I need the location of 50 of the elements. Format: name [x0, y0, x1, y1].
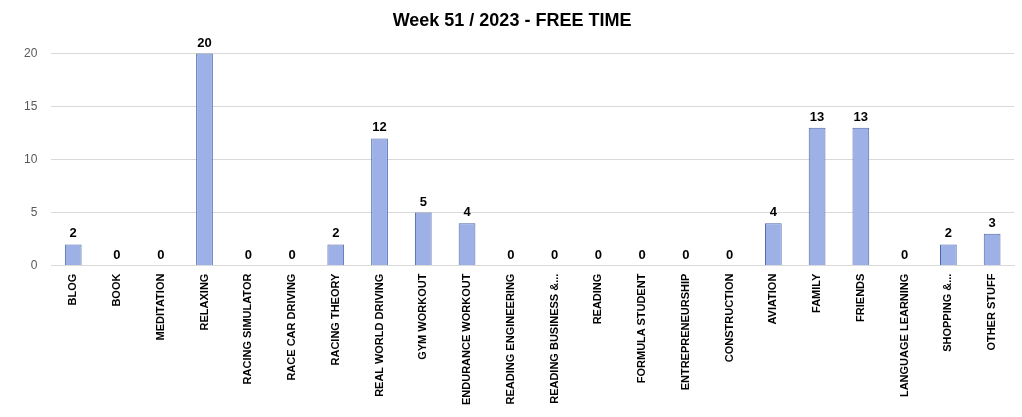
x-tick-label: BOOK [110, 273, 123, 307]
data-label: 0 [900, 246, 909, 262]
y-tick-label: 20 [23, 45, 38, 60]
data-label: 0 [288, 246, 296, 262]
data-label: 0 [550, 246, 559, 262]
x-tick-label: RACING SIMULATOR [241, 273, 254, 385]
y-tick-label: 5 [30, 204, 38, 219]
data-label: 3 [988, 214, 996, 230]
data-label: 0 [594, 246, 602, 262]
data-label: 12 [372, 119, 387, 135]
chart-title: Week 51 / 2023 - FREE TIME [392, 9, 632, 30]
data-label: 0 [244, 246, 252, 262]
x-tick-label: RACING THEORY [328, 272, 341, 366]
x-tick-label: OTHER STUFF [985, 273, 998, 351]
x-tick-label: READING BUSINESS &... [547, 273, 560, 404]
data-label: 20 [197, 34, 212, 50]
x-tick-label: CONSTRUCTION [722, 273, 735, 363]
data-label: 0 [682, 246, 690, 262]
x-tick-label: SHOPPING &... [941, 273, 954, 352]
x-tick-label: ENTREPRENEURSHIP [678, 273, 691, 391]
x-tick-label: ENDURANCE WORKOUT [460, 273, 473, 406]
data-label: 0 [725, 246, 734, 262]
y-tick-label: 15 [23, 98, 38, 113]
data-label: 5 [419, 193, 427, 209]
data-label: 2 [69, 225, 77, 241]
y-tick-label: 0 [30, 257, 38, 272]
data-label: 2 [944, 225, 952, 241]
x-tick-label: AVIATION [766, 273, 779, 325]
data-label: 4 [769, 204, 778, 220]
data-label: 13 [809, 108, 825, 124]
data-label: 2 [332, 225, 340, 241]
x-tick-label: READING [591, 273, 604, 325]
x-tick-label: FAMILY [810, 272, 823, 313]
x-tick-label: FRIENDS [853, 273, 866, 322]
x-tick-label: MEDITATION [153, 273, 166, 341]
x-tick-label: FORMULA STUDENT [635, 273, 648, 384]
y-tick-label: 10 [23, 151, 38, 166]
x-tick-label: RACE CAR DRIVING [285, 273, 298, 381]
data-label: 0 [507, 246, 515, 262]
data-label: 4 [463, 204, 472, 220]
data-label: 13 [853, 108, 869, 124]
x-tick-label: BLOG [66, 273, 79, 306]
data-label: 0 [157, 246, 165, 262]
x-tick-label: RELAXING [197, 273, 210, 331]
data-label: 0 [638, 246, 646, 262]
x-tick-label: GYM WORKOUT [416, 273, 429, 360]
x-tick-label: REAL WORLD DRIVING [372, 273, 385, 397]
x-tick-label: READING ENGINEERING [503, 273, 516, 405]
data-label: 0 [113, 246, 121, 262]
x-tick-label: LANGUAGE LEARNING [897, 273, 910, 398]
